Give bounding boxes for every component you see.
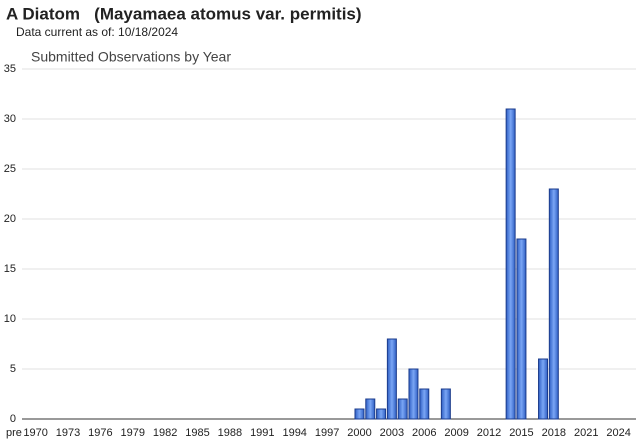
bar xyxy=(386,338,397,420)
x-tick-label: 2009 xyxy=(444,427,468,439)
bar xyxy=(538,358,549,420)
y-tick-label: 25 xyxy=(4,163,16,175)
x-tick-label: 1991 xyxy=(250,427,274,439)
x-tick-label: 1994 xyxy=(282,427,306,439)
bar xyxy=(397,398,408,420)
x-tick-label: 1997 xyxy=(315,427,339,439)
y-tick-label: 0 xyxy=(10,413,16,425)
y-tick-label: 5 xyxy=(10,363,16,375)
y-tick-label: 35 xyxy=(4,63,16,75)
y-tick-label: 10 xyxy=(4,313,16,325)
x-tick-label: 1970 xyxy=(23,427,47,439)
y-tick-label: 15 xyxy=(4,263,16,275)
x-tick-label: 2021 xyxy=(574,427,598,439)
page-subtitle: Data current as of: 10/18/2024 xyxy=(16,25,178,39)
bar xyxy=(516,238,527,420)
x-tick-label: 1982 xyxy=(153,427,177,439)
bar xyxy=(505,108,516,420)
y-tick-label: 30 xyxy=(4,113,16,125)
y-tick-label: 20 xyxy=(4,213,16,225)
page-title: A Diatom (Mayamaea atomus var. permitis) xyxy=(6,4,362,23)
x-tick-label: 1988 xyxy=(218,427,242,439)
bar xyxy=(548,188,559,420)
x-tick-label: 2018 xyxy=(542,427,566,439)
bar xyxy=(354,408,365,420)
x-tick-label: 2012 xyxy=(477,427,501,439)
x-tick-label: 2003 xyxy=(380,427,404,439)
x-tick-label: 1979 xyxy=(121,427,145,439)
bar xyxy=(440,388,451,420)
x-tick-label: 2000 xyxy=(347,427,371,439)
x-tick-label: 1973 xyxy=(56,427,80,439)
x-tick-label: 2006 xyxy=(412,427,436,439)
x-tick-label: pre xyxy=(6,427,22,439)
chart-title: Submitted Observations by Year xyxy=(31,49,231,65)
x-tick-label: 1976 xyxy=(88,427,112,439)
x-tick-label: 1985 xyxy=(185,427,209,439)
bar xyxy=(365,398,376,420)
bar xyxy=(408,368,419,420)
x-tick-label: 2015 xyxy=(509,427,533,439)
x-tick-label: 2024 xyxy=(606,427,630,439)
bar xyxy=(419,388,430,420)
bar xyxy=(376,408,387,420)
